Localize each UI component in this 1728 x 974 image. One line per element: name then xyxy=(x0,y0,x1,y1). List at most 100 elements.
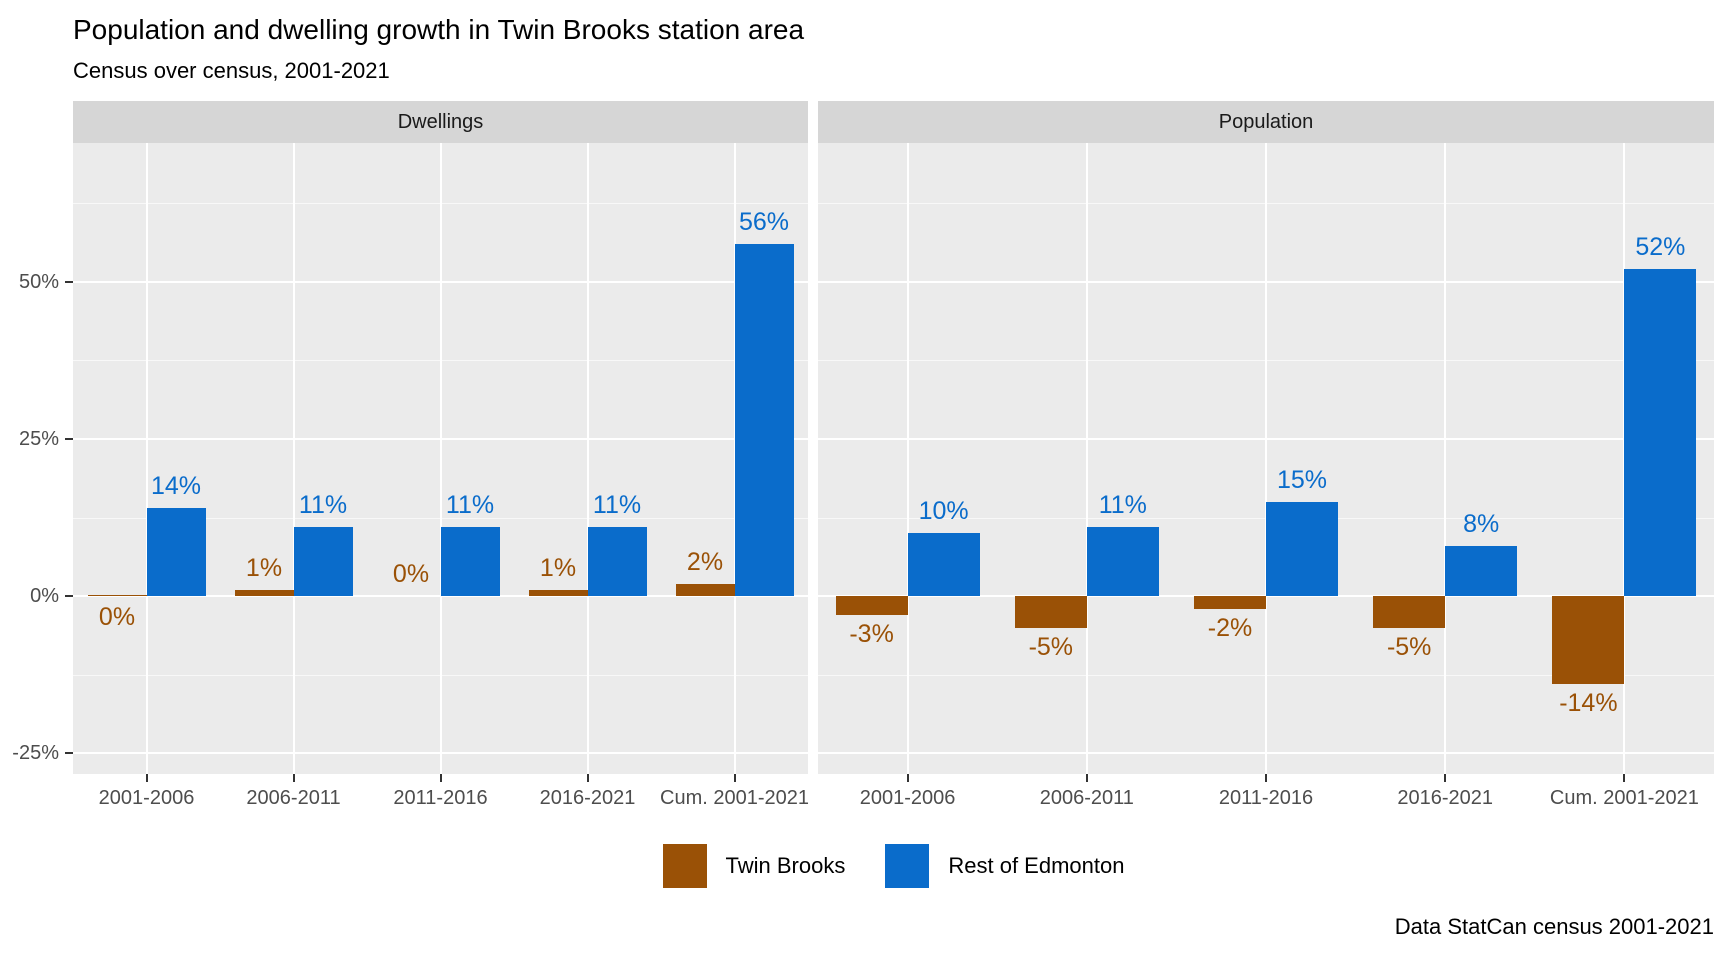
gridline-vertical xyxy=(145,143,148,774)
plot-area: 50% 25% 0% -25% Dwellings 0% 1% 0% 1% 2% 14% 11% 1… xyxy=(0,101,1714,814)
gridline-major xyxy=(818,752,1714,755)
gridline-vertical xyxy=(586,143,589,774)
bar-value-label: -5% xyxy=(1386,632,1432,661)
facet-dwellings: Dwellings 0% 1% 0% 1% 2% 14% 11% 11% 11% 56% 2001… xyxy=(73,101,809,814)
y-axis-tick-label: 50% xyxy=(18,270,59,293)
y-axis-tick-mark xyxy=(65,438,73,441)
x-axis-tick-mark xyxy=(1265,774,1267,782)
bar-rest-of-edmonton xyxy=(587,527,647,597)
legend-label: Rest of Edmonton xyxy=(948,853,1125,878)
x-axis-tick-label: 2001-2006 xyxy=(859,787,956,809)
gridline-vertical xyxy=(1085,143,1088,774)
legend: Twin Brooks Rest of Edmonton xyxy=(73,844,1714,888)
x-axis-tick-label: 2001-2006 xyxy=(98,787,195,809)
x-axis-population: 2001-2006 2006-2011 2011-2016 2016-2021 Cum.… xyxy=(818,774,1714,814)
gridline-major xyxy=(73,595,808,598)
gridline-major xyxy=(73,438,808,441)
x-axis-tick-label: 2006-2011 xyxy=(246,787,341,809)
gridline-major xyxy=(818,438,1714,441)
x-axis-tick-mark xyxy=(733,774,736,782)
legend-swatch-twin-brooks xyxy=(662,844,707,888)
gridline-vertical xyxy=(292,143,295,774)
x-axis-tick-mark xyxy=(292,774,295,782)
bar-value-label: 8% xyxy=(1463,509,1500,538)
gridline-vertical xyxy=(1265,143,1267,774)
x-axis-tick-mark xyxy=(586,774,589,782)
bar-value-label: 2% xyxy=(686,547,724,576)
bar-rest-of-edmonton xyxy=(734,244,794,597)
bar-twin-brooks xyxy=(234,589,294,597)
facet-population: Population -3% -5% -2% -5% -14% 10% 11% 15% 8% 52… xyxy=(818,101,1714,814)
x-axis-tick-label: 2011-2016 xyxy=(1218,787,1314,809)
x-axis-tick-mark xyxy=(906,774,909,782)
bar-value-label: -2% xyxy=(1207,613,1253,642)
y-axis: 50% 25% 0% -25% xyxy=(0,101,73,814)
y-axis-tick-label: 25% xyxy=(18,428,59,451)
gridline-major xyxy=(73,752,808,755)
x-axis-tick-label: Cum. 2001-2021 xyxy=(660,787,809,809)
legend-label: Twin Brooks xyxy=(725,853,846,878)
bar-value-label: 11% xyxy=(592,491,642,519)
bar-value-label: -14% xyxy=(1559,689,1618,718)
gridline-major xyxy=(818,595,1714,598)
bar-value-label: 15% xyxy=(1276,465,1328,494)
legend-item: Twin Brooks xyxy=(662,844,846,888)
y-axis-tick-mark xyxy=(65,752,73,755)
legend-item: Rest of Edmonton xyxy=(885,844,1124,888)
x-axis-tick-label: 2006-2011 xyxy=(1039,787,1134,809)
gridline-vertical xyxy=(439,143,442,774)
bar-value-label: 11% xyxy=(445,491,495,519)
bar-twin-brooks xyxy=(675,583,735,597)
x-axis-tick-mark xyxy=(1623,774,1626,782)
bar-value-label: 10% xyxy=(918,497,969,526)
gridline-major xyxy=(818,280,1714,283)
gridline-major xyxy=(73,280,808,283)
x-axis-dwellings: 2001-2006 2006-2011 2011-2016 2016-2021 Cum.… xyxy=(73,774,809,814)
bar-rest-of-edmonton xyxy=(293,527,353,597)
bar-value-label: 56% xyxy=(738,208,790,237)
bar-value-label: 0% xyxy=(98,602,136,631)
chart-subtitle: Census over census, 2001-2021 xyxy=(73,58,390,83)
bar-twin-brooks xyxy=(1552,596,1625,685)
bar-twin-brooks xyxy=(528,589,588,597)
bar-twin-brooks xyxy=(1014,596,1087,628)
bar-value-label: 52% xyxy=(1635,233,1686,262)
y-axis-tick-mark xyxy=(65,280,73,283)
bar-value-label: 11% xyxy=(298,491,348,519)
y-axis-tick-mark xyxy=(65,595,73,598)
y-axis-tick-label: -25% xyxy=(12,742,59,765)
legend-swatch-rest-of-edmonton xyxy=(885,844,930,888)
gridline-vertical xyxy=(906,143,909,774)
bar-rest-of-edmonton xyxy=(1266,501,1338,597)
x-axis-tick-mark xyxy=(1085,774,1088,782)
x-axis-tick-label: 2011-2016 xyxy=(393,787,488,809)
bar-rest-of-edmonton xyxy=(1445,545,1518,597)
bar-value-label: 0% xyxy=(392,560,430,589)
x-axis-tick-label: 2016-2021 xyxy=(1397,787,1494,809)
bar-rest-of-edmonton xyxy=(440,527,500,597)
bar-value-label: -5% xyxy=(1028,632,1074,661)
facet-strip-dwellings: Dwellings xyxy=(73,101,808,143)
x-axis-tick-label: 2016-2021 xyxy=(539,787,636,809)
bar-value-label: 1% xyxy=(539,553,577,582)
bar-rest-of-edmonton xyxy=(1624,269,1697,597)
bar-rest-of-edmonton xyxy=(907,533,980,597)
x-axis-tick-mark xyxy=(145,774,148,782)
bar-value-label: -3% xyxy=(849,619,894,648)
panel-population: -3% -5% -2% -5% -14% 10% 11% 15% 8% 52% xyxy=(818,143,1714,774)
bar-rest-of-edmonton xyxy=(1086,527,1159,597)
bar-value-label: 11% xyxy=(1098,491,1147,519)
chart-caption: Data StatCan census 2001-2021 xyxy=(1394,914,1714,939)
chart-title: Population and dwelling growth in Twin B… xyxy=(73,14,805,45)
gridline-vertical xyxy=(1444,143,1447,774)
bar-twin-brooks xyxy=(1373,596,1446,628)
bar-twin-brooks xyxy=(835,596,908,615)
facet-strip-population: Population xyxy=(818,101,1714,143)
x-axis-tick-label: Cum. 2001-2021 xyxy=(1549,787,1699,809)
bar-twin-brooks xyxy=(1194,596,1266,609)
bar-rest-of-edmonton xyxy=(146,508,206,597)
bar-twin-brooks xyxy=(87,594,147,597)
x-axis-tick-mark xyxy=(439,774,442,782)
bar-value-label: 1% xyxy=(245,553,283,582)
panel-dwellings: 0% 1% 0% 1% 2% 14% 11% 11% 11% 56% xyxy=(73,143,808,774)
